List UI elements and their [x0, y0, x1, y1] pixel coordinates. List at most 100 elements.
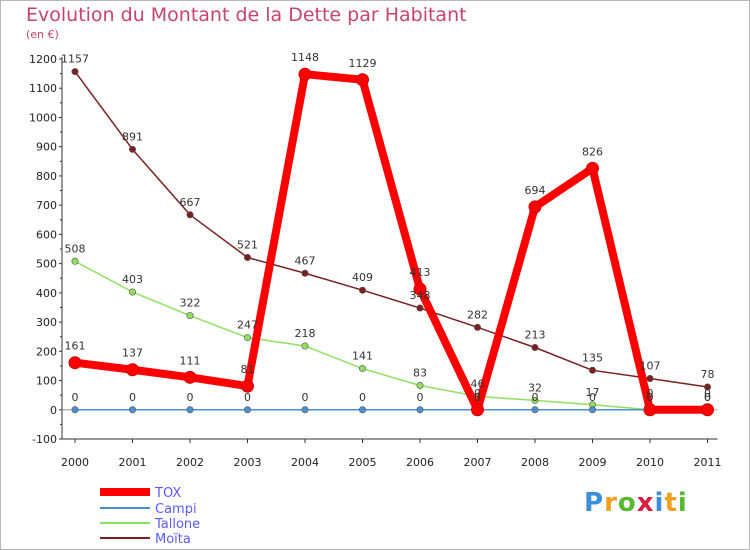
data-point-tox	[126, 363, 139, 377]
data-point-tox	[528, 200, 542, 214]
series-line-tox	[71, 70, 712, 414]
data-label-mo-ta: 348	[410, 289, 431, 302]
data-label-tox: 826	[582, 145, 603, 158]
data-point-tallone	[531, 396, 539, 404]
data-point-mo-ta	[416, 304, 424, 312]
data-point-mo-ta	[703, 383, 711, 391]
data-point-mo-ta	[588, 366, 596, 374]
y-tick-label: 400	[36, 287, 57, 300]
chart-subtitle: (en €)	[26, 28, 59, 41]
series-line-mo-ta	[74, 70, 709, 388]
logo-letter: o	[617, 488, 637, 518]
data-label-tox: 137	[122, 347, 143, 360]
y-tick-label: 800	[36, 170, 57, 183]
x-tick-label: 2003	[234, 456, 262, 469]
data-label-tox: 161	[65, 340, 86, 353]
data-label-campi: 0	[72, 391, 79, 404]
data-label-campi: 0	[532, 391, 539, 404]
y-tick-label: 200	[36, 345, 57, 358]
data-point-mo-ta	[646, 374, 654, 382]
data-point-tox	[413, 282, 427, 296]
y-tick-label: 1100	[29, 82, 57, 95]
y-tick-label: 1200	[29, 53, 57, 66]
data-point-tallone	[244, 334, 252, 342]
data-point-mo-ta	[71, 68, 79, 76]
data-label-tox: 0	[474, 387, 481, 400]
data-point-tox	[471, 403, 484, 417]
data-point-tox	[643, 403, 657, 417]
data-label-tallone: 247	[237, 319, 258, 332]
y-tick-label: 900	[36, 141, 57, 154]
data-label-tox: 0	[647, 387, 654, 400]
data-label-tallone: 141	[352, 350, 373, 363]
logo-letter: i	[677, 488, 688, 518]
data-point-campi	[301, 406, 309, 414]
data-label-tox: 1129	[349, 57, 377, 70]
series-mo-ta	[71, 68, 711, 391]
logo-letter: P	[584, 488, 605, 518]
data-point-tox	[68, 356, 82, 370]
data-label-campi: 0	[474, 391, 481, 404]
data-label-tallone: 83	[413, 367, 427, 380]
data-point-tallone	[358, 365, 366, 373]
data-point-tox	[356, 73, 369, 87]
data-label-campi: 0	[647, 391, 654, 404]
data-point-campi	[358, 406, 366, 414]
data-label-mo-ta: 467	[295, 254, 316, 267]
series-campi	[71, 406, 711, 414]
data-label-mo-ta: 891	[122, 130, 143, 143]
legend-label-tox: TOX	[154, 486, 181, 501]
data-point-campi	[71, 406, 79, 414]
data-point-tallone	[186, 312, 194, 320]
data-label-mo-ta: 135	[582, 351, 603, 364]
y-tick-label: 700	[36, 199, 57, 212]
data-point-tallone	[71, 257, 79, 265]
data-point-tox	[183, 370, 197, 384]
data-point-mo-ta	[531, 344, 539, 352]
data-label-campi: 0	[129, 391, 136, 404]
data-point-mo-ta	[473, 323, 481, 331]
data-label-tallone: 46	[471, 377, 485, 390]
y-tick-label: 300	[36, 316, 57, 329]
x-tick-label: 2010	[636, 456, 664, 469]
data-point-mo-ta	[244, 253, 252, 261]
x-tick-label: 2009	[579, 456, 607, 469]
data-point-campi	[531, 406, 539, 414]
data-point-campi	[129, 406, 137, 414]
data-point-tallone	[416, 382, 424, 390]
data-label-tallone: 0	[647, 391, 654, 404]
data-label-tallone: 508	[65, 242, 86, 255]
chart-title: Evolution du Montant de la Dette par Hab…	[26, 4, 467, 26]
y-tick-label: 100	[36, 375, 57, 388]
data-label-tox: 111	[180, 354, 201, 367]
data-label-mo-ta: 667	[180, 196, 201, 209]
y-tick-label: 0	[50, 404, 57, 417]
data-point-mo-ta	[358, 286, 366, 294]
x-tick-label: 2011	[694, 456, 722, 469]
data-label-tox: 413	[410, 266, 431, 279]
data-label-mo-ta: 213	[525, 329, 546, 342]
data-point-tallone	[301, 342, 309, 350]
legend-label-campi: Campi	[155, 502, 197, 517]
data-label-tox: 1148	[291, 51, 319, 64]
data-label-mo-ta: 409	[352, 271, 373, 284]
series-line-tallone	[74, 260, 709, 411]
data-point-campi	[416, 406, 424, 414]
x-tick-label: 2004	[291, 456, 319, 469]
data-label-campi: 0	[417, 391, 424, 404]
data-point-mo-ta	[301, 269, 309, 277]
data-point-tox	[241, 379, 254, 393]
x-tick-label: 2008	[521, 456, 549, 469]
data-label-campi: 0	[302, 391, 309, 404]
data-label-tallone: 17	[586, 386, 600, 399]
data-point-mo-ta	[129, 145, 137, 153]
data-label-tox: 0	[704, 387, 711, 400]
x-tick-label: 2000	[61, 456, 89, 469]
data-label-mo-ta: 78	[701, 368, 715, 381]
x-tick-label: 2007	[464, 456, 492, 469]
y-tick-label: 600	[36, 228, 57, 241]
